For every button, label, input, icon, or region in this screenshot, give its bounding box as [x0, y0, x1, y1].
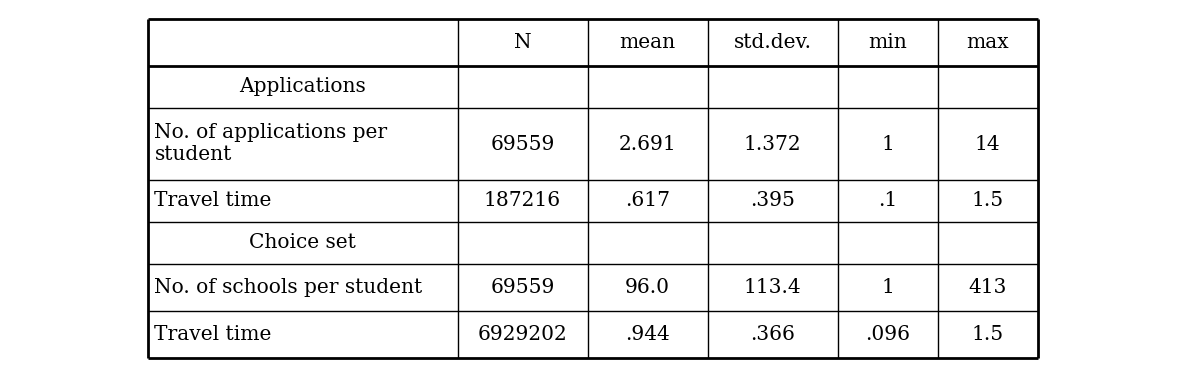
Text: Choice set: Choice set: [249, 233, 356, 253]
Text: max: max: [966, 33, 1008, 52]
Text: 1: 1: [882, 135, 893, 153]
Text: 2.691: 2.691: [619, 135, 677, 153]
Text: Travel time: Travel time: [154, 192, 271, 210]
Text: std.dev.: std.dev.: [734, 33, 812, 52]
Text: N: N: [513, 33, 531, 52]
Text: 1.372: 1.372: [744, 135, 801, 153]
Text: 1.5: 1.5: [972, 325, 1004, 344]
Text: 1.5: 1.5: [972, 192, 1004, 210]
Text: min: min: [869, 33, 907, 52]
Text: 413: 413: [968, 278, 1007, 297]
Text: 187216: 187216: [483, 192, 561, 210]
Text: 96.0: 96.0: [624, 278, 670, 297]
Text: 69559: 69559: [491, 135, 555, 153]
Text: 14: 14: [975, 135, 1000, 153]
Text: No. of schools per student: No. of schools per student: [154, 278, 423, 297]
Text: 113.4: 113.4: [744, 278, 801, 297]
Text: .395: .395: [750, 192, 795, 210]
Text: .617: .617: [624, 192, 670, 210]
Text: 1: 1: [882, 278, 893, 297]
Text: .096: .096: [865, 325, 910, 344]
Text: .366: .366: [750, 325, 795, 344]
Text: .1: .1: [878, 192, 897, 210]
Text: mean: mean: [620, 33, 675, 52]
Text: 6929202: 6929202: [478, 325, 568, 344]
Text: No. of applications per
student: No. of applications per student: [154, 124, 387, 164]
Text: Applications: Applications: [239, 78, 366, 97]
Text: Travel time: Travel time: [154, 325, 271, 344]
Text: 69559: 69559: [491, 278, 555, 297]
Text: .944: .944: [626, 325, 670, 344]
